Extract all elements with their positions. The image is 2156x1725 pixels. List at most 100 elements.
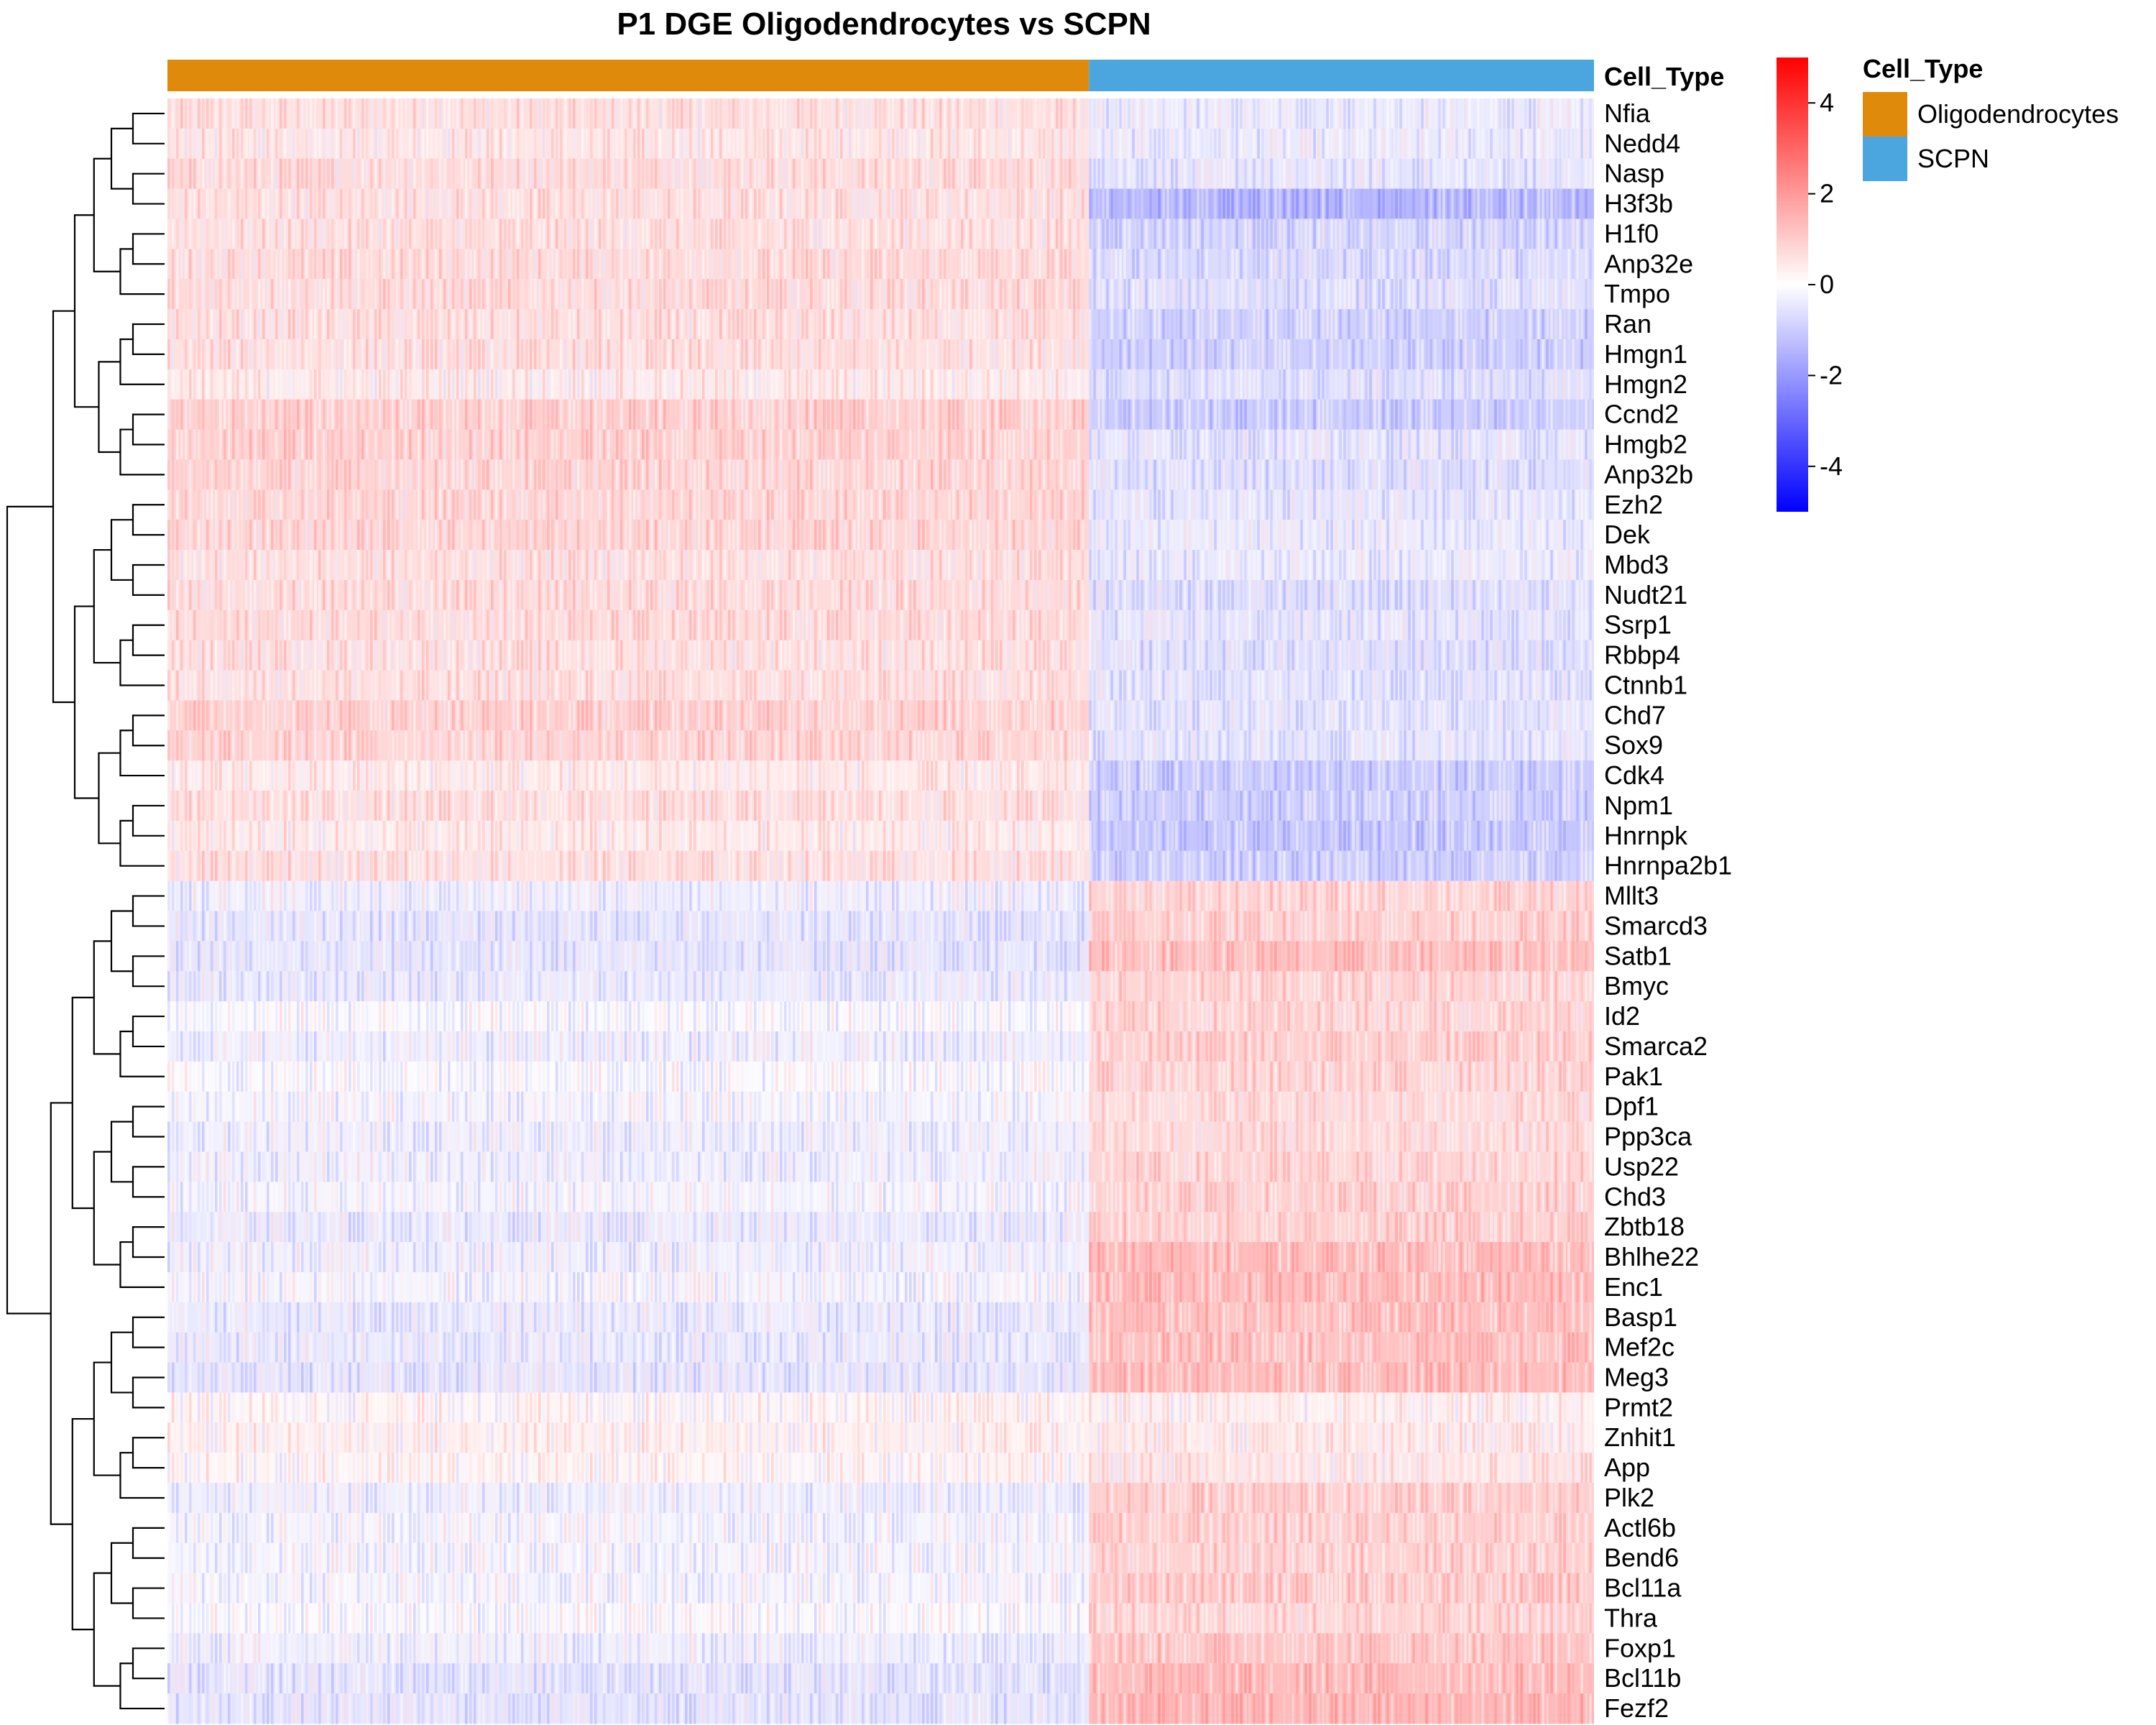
legend-label-oligodendrocytes: Oligodendrocytes — [1917, 99, 2119, 129]
gene-label-hmgb2: Hmgb2 — [1604, 430, 1687, 459]
dendrogram-branch — [120, 1242, 165, 1287]
chart-title: P1 DGE Oligodendrocytes vs SCPN — [617, 6, 1151, 42]
dendrogram-branch — [94, 1363, 121, 1476]
dendrogram-branch — [133, 1528, 165, 1558]
dendrogram-branch — [111, 911, 133, 972]
heatmap-row-bhlhe22 — [167, 1242, 1594, 1272]
dendrogram-branch — [133, 505, 165, 535]
dendrogram-branch — [133, 1438, 165, 1468]
dendrogram-branch — [111, 129, 133, 189]
dendrogram-branch — [73, 1419, 94, 1629]
heatmap-row-satb1 — [167, 941, 1594, 971]
heatmap-row-actl6b — [167, 1513, 1594, 1543]
gene-label-nedd4: Nedd4 — [1604, 129, 1680, 158]
heatmap-row-bend6 — [167, 1543, 1594, 1573]
gene-label-bcl11a: Bcl11a — [1604, 1573, 1682, 1603]
dendrogram-branch — [133, 565, 165, 595]
gene-label-bmyc: Bmyc — [1604, 971, 1669, 1000]
heatmap-cells — [167, 98, 1594, 1724]
gene-label-bhlhe22: Bhlhe22 — [1604, 1242, 1699, 1271]
dendrogram-branch — [133, 1167, 165, 1197]
dendrogram-branch — [94, 941, 121, 1054]
heatmap-row-sox9 — [167, 730, 1594, 760]
gene-label-fezf2: Fezf2 — [1604, 1693, 1669, 1723]
gene-label-usp22: Usp22 — [1604, 1151, 1679, 1181]
annotation-scpn — [1089, 60, 1594, 91]
gene-label-sox9: Sox9 — [1604, 730, 1663, 760]
gene-label-plk2: Plk2 — [1604, 1483, 1654, 1512]
gene-label-anp32e: Anp32e — [1604, 249, 1693, 278]
colorbar-tick-label: -2 — [1820, 360, 1843, 390]
heatmap-row-dek — [167, 520, 1594, 550]
heatmap-row-plk2 — [167, 1483, 1594, 1513]
heatmap-row-ccnd2 — [167, 400, 1594, 430]
heatmap-row-fezf2 — [167, 1693, 1594, 1724]
heatmap-row-chd3 — [167, 1182, 1594, 1212]
gene-label-ran: Ran — [1604, 309, 1651, 339]
gene-label-id2: Id2 — [1604, 1001, 1640, 1031]
dendrogram-branch — [133, 625, 165, 656]
heatmap-row-mllt3 — [167, 881, 1594, 911]
heatmap-row-rbbp4 — [167, 640, 1594, 671]
gene-label-mbd3: Mbd3 — [1604, 550, 1669, 579]
gene-label-tmpo: Tmpo — [1604, 279, 1670, 308]
legend-swatch-oligodendrocytes — [1863, 92, 1907, 137]
heatmap-row-bcl11a — [167, 1573, 1594, 1604]
gene-label-anp32b: Anp32b — [1604, 459, 1693, 489]
gene-label-mef2c: Mef2c — [1604, 1333, 1674, 1362]
heatmap-row-ssrp1 — [167, 610, 1594, 640]
dendrogram-branch — [133, 234, 165, 264]
heatmap-row-dpf1 — [167, 1092, 1594, 1122]
heatmap-row-nudt21 — [167, 580, 1594, 610]
heatmap-row-mbd3 — [167, 550, 1594, 580]
gene-label-nasp: Nasp — [1604, 159, 1664, 188]
heatmap-row-meg3 — [167, 1363, 1594, 1393]
heatmap-row-usp22 — [167, 1151, 1594, 1182]
heatmap-row-nasp — [167, 159, 1594, 189]
gene-label-ppp3ca: Ppp3ca — [1604, 1122, 1692, 1151]
heatmap-row-h3f3b — [167, 189, 1594, 219]
dendrogram-branch — [133, 715, 165, 745]
heatmap-row-mef2c — [167, 1333, 1594, 1363]
heatmap-row-nfia — [167, 98, 1594, 129]
dendrogram-branch — [120, 339, 165, 385]
gene-label-prmt2: Prmt2 — [1604, 1392, 1673, 1422]
heatmap-row-prmt2 — [167, 1392, 1594, 1422]
dendrogram-branch — [7, 507, 53, 1314]
heatmap-row-hnrnpa2b1 — [167, 851, 1594, 881]
dendrogram-branch — [120, 640, 165, 686]
gene-label-nfia: Nfia — [1604, 98, 1651, 128]
gene-label-smarca2: Smarca2 — [1604, 1031, 1708, 1061]
heatmap-row-bcl11b — [167, 1663, 1594, 1693]
gene-label-thra: Thra — [1604, 1603, 1658, 1632]
dendrogram-branch — [94, 1151, 121, 1264]
dendrogram-branch — [73, 998, 94, 1208]
dendrogram-branch — [98, 753, 120, 844]
heatmap-row-foxp1 — [167, 1633, 1594, 1663]
heatmap-row-hnrnpk — [167, 821, 1594, 851]
gene-label-ezh2: Ezh2 — [1604, 489, 1663, 519]
heatmap-row-smarcd3 — [167, 911, 1594, 942]
dendrogram-branch — [111, 520, 133, 580]
heatmap-row-tmpo — [167, 279, 1594, 309]
dendrogram-branch — [120, 730, 165, 776]
gene-label-mllt3: Mllt3 — [1604, 881, 1659, 911]
dendrogram-branch — [120, 1031, 165, 1077]
dendrogram-branch — [111, 1122, 133, 1182]
heatmap-row-anp32b — [167, 459, 1594, 489]
gene-label-bcl11b: Bcl11b — [1604, 1663, 1681, 1693]
heatmap-row-ctnnb1 — [167, 671, 1594, 701]
gene-label-zbtb18: Zbtb18 — [1604, 1212, 1685, 1241]
dendrogram-branch — [111, 1333, 133, 1393]
dendrogram-branch — [133, 114, 165, 144]
dendrogram-branch — [133, 1377, 165, 1407]
gene-label-cdk4: Cdk4 — [1604, 760, 1664, 790]
heatmap-row-hmgn1 — [167, 339, 1594, 369]
dendrogram-branch — [94, 159, 121, 272]
dendrogram-branch — [133, 956, 165, 986]
dendrogram-branch — [53, 311, 75, 702]
gene-label-smarcd3: Smarcd3 — [1604, 911, 1708, 940]
color-scale-bar — [1777, 58, 1808, 512]
